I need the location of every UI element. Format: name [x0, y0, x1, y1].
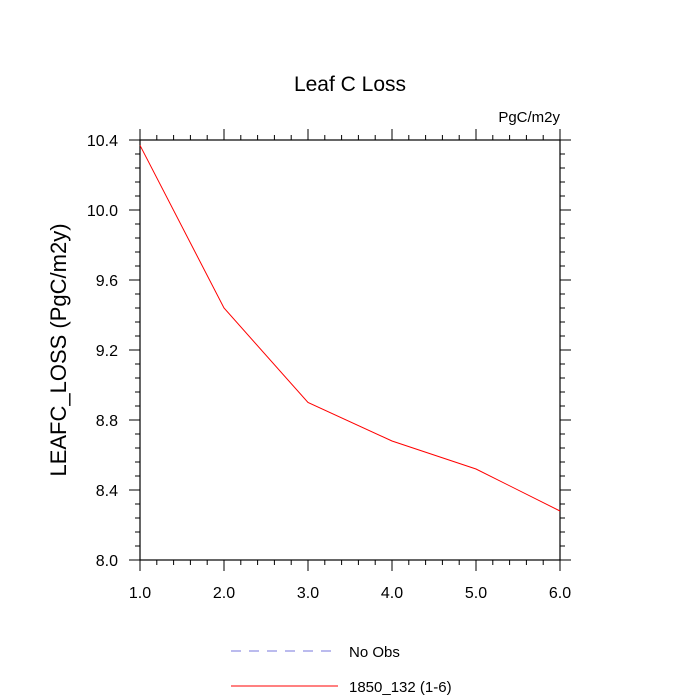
x-tick-label: 2.0: [213, 585, 235, 602]
y-tick-label: 10.0: [87, 203, 118, 220]
x-tick-label: 1.0: [129, 585, 151, 602]
y-tick-label: 8.4: [96, 483, 118, 500]
chart-title: Leaf C Loss: [294, 73, 406, 96]
axis-ticks: [129, 129, 571, 571]
x-tick-label: 5.0: [465, 585, 487, 602]
series-line: [139, 145, 561, 512]
y-tick-label: 9.6: [96, 273, 118, 290]
legend-label: No Obs: [349, 644, 400, 661]
y-tick-label: 10.4: [87, 133, 118, 150]
legend: No Obs 1850_132 (1-6): [231, 644, 452, 696]
series-group: [139, 145, 561, 512]
x-tick-label: 4.0: [381, 585, 403, 602]
x-tick-label: 6.0: [549, 585, 571, 602]
legend-label: 1850_132 (1-6): [349, 679, 452, 696]
units-label: PgC/m2y: [498, 109, 560, 126]
x-tick-label: 3.0: [297, 585, 319, 602]
y-tick-label: 8.0: [96, 553, 118, 570]
y-axis-label: LEAFC_LOSS (PgC/m2y): [46, 223, 71, 476]
y-tick-label: 8.8: [96, 413, 118, 430]
plot-frame: [139, 139, 561, 561]
y-tick-label: 9.2: [96, 343, 118, 360]
axis-tick-labels: 1.0 2.0 3.0 4.0 5.0 6.0 8.0 8.4 8.8 9.2 9.6 10.0 10.…: [87, 133, 571, 602]
